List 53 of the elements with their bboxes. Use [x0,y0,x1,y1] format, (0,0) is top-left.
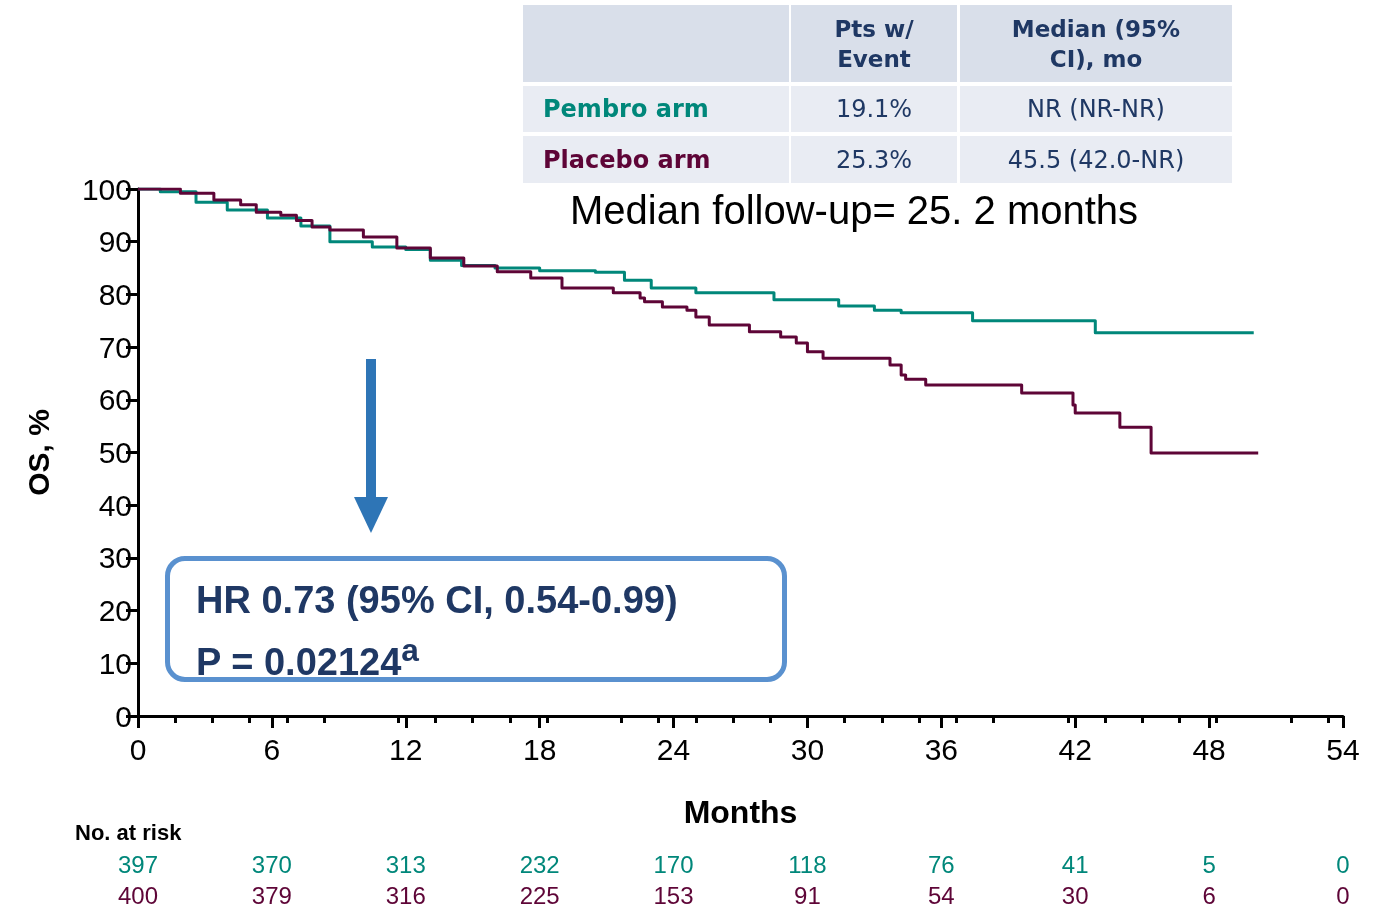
y-tick-label: 100 [81,172,132,206]
y-tick-label: 40 [98,488,132,522]
x-tick-label: 48 [1192,732,1226,766]
text: Median (95% CI), mo [960,5,1232,82]
x-tick-label: 54 [1326,732,1360,766]
x-tick-label: 36 [924,732,959,766]
text: No. at risk [75,820,182,846]
text: 153 [652,882,695,910]
text: 76 [926,851,956,879]
x-tick-label: 30 [790,732,825,766]
text: NR (NR-NR) [960,86,1232,132]
text: 0 [1335,851,1351,879]
y-tick-label: 80 [98,277,132,311]
text: 91 [793,882,822,910]
x-tick-label: 24 [656,732,691,766]
text: 45.5 (42.0-NR) [960,136,1232,183]
annotation: Median follow-up= 25. 2 months [570,188,1139,233]
x-axis-title: Months [683,794,798,830]
text: 170 [652,851,695,879]
text: 313 [384,851,427,879]
text: 25.3% [791,136,957,183]
y-tick-label: 70 [98,330,132,364]
x-tick-label: 42 [1058,732,1092,766]
y-tick-label: 30 [98,541,132,575]
text: 54 [926,882,956,910]
text: 118 [787,851,828,879]
text: 19.1% [791,86,957,132]
x-tick-label: 12 [389,732,423,766]
y-tick-label: 50 [98,436,132,469]
text: 41 [1060,851,1090,879]
x-tick-label: 18 [522,732,557,766]
text: 232 [518,851,561,879]
text: 379 [250,882,293,910]
y-tick-label: 20 [98,594,132,628]
annotation: P = 0.02124$^{a}$ [196,631,420,685]
y-tick-label: 60 [98,383,132,417]
y-tick-label: 90 [98,225,132,259]
y-tick-label: 10 [98,646,132,680]
text: 400 [116,882,159,910]
text: Pembro arm [523,86,789,132]
text: Placebo arm [523,136,789,183]
y-axis-title: OS, % [21,409,55,496]
text: 5 [1201,851,1217,879]
text: 30 [1060,882,1090,910]
text: 397 [116,851,159,879]
text: 225 [518,882,561,910]
annotation: HR 0.73 (95% CI, 0.54-0.99) [196,578,679,623]
text: 6 [1201,882,1217,910]
text: Pts w/ Event [791,5,957,82]
text: 370 [250,851,293,879]
x-tick-label: 6 [263,732,281,766]
text: 0 [1335,882,1351,910]
text: 316 [384,882,427,910]
